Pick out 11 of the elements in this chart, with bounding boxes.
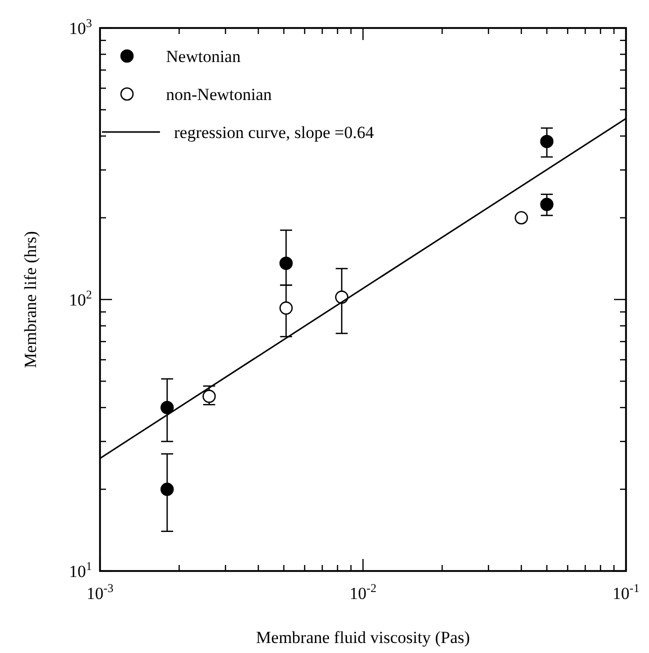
x-tick-label: 10$^{-2}$: [350, 581, 377, 603]
y-tick-label: 10$^{2}$: [69, 288, 92, 310]
legend-label: non-Newtonian: [166, 85, 272, 104]
y-tick-label: 10$^{1}$: [69, 559, 92, 581]
legend-label: regression curve, slope =0.64: [174, 123, 374, 142]
legend-label: Newtonian: [166, 47, 242, 66]
x-tick-label: 10$^{-1}$: [612, 581, 640, 603]
y-tick-label: 10$^{3}$: [69, 16, 92, 38]
x-axis-title: Membrane fluid viscosity (Pas): [256, 628, 470, 647]
x-tick-label: 10$^{-3}$: [86, 581, 114, 603]
y-axis-title: Membrane life (hrs): [21, 231, 40, 368]
